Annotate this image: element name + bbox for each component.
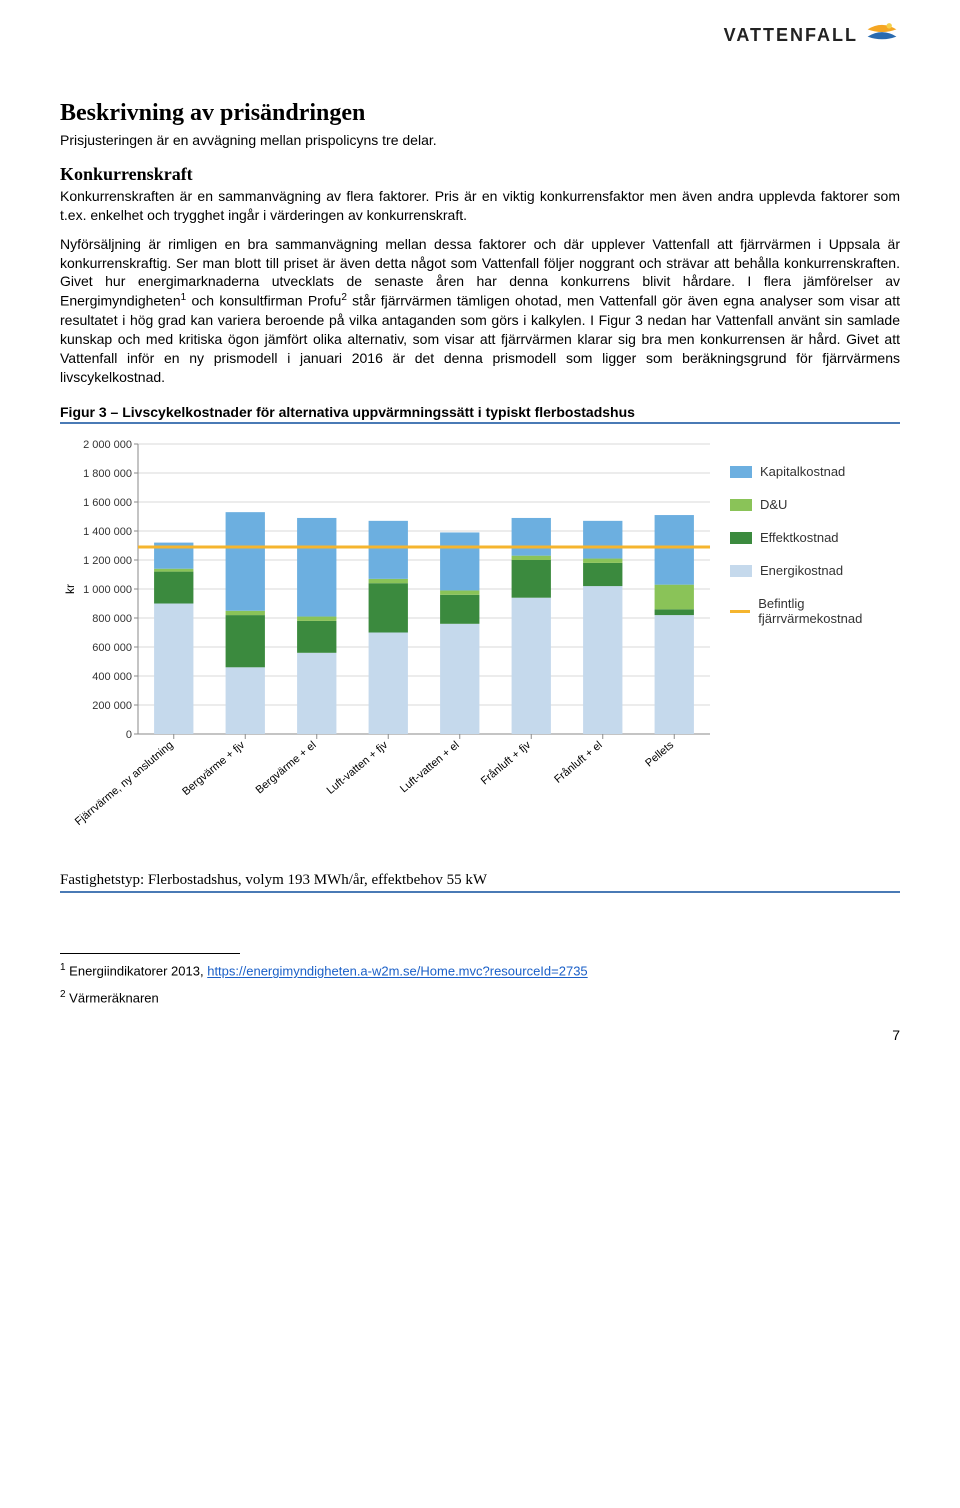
footnote-2-text: Värmeräknaren [66,990,159,1005]
svg-text:800 000: 800 000 [92,613,132,625]
brand-logo: VATTENFALL [724,15,900,56]
svg-text:1 200 000: 1 200 000 [83,555,132,567]
footnote-2: 2 Värmeräknaren [60,989,900,1005]
caption-rule [60,422,900,424]
legend-swatch [730,610,750,613]
legend-swatch [730,565,752,577]
svg-text:1 800 000: 1 800 000 [83,468,132,480]
legend-label: Effektkostnad [760,530,839,545]
footnote-1-link[interactable]: https://energimyndigheten.a-w2m.se/Home.… [207,964,587,979]
page-number: 7 [892,1027,900,1043]
chart-legend: Kapitalkostnad D&U Effektkostnad Energikost… [730,464,900,644]
svg-text:1 000 000: 1 000 000 [83,584,132,596]
footnote-1: 1 Energiindikatorer 2013, https://energi… [60,962,900,978]
section1-p2: Nyförsäljning är rimligen en bra sammanv… [60,235,900,387]
svg-text:0: 0 [126,729,132,741]
svg-text:Bergvärme + el: Bergvärme + el [254,740,319,797]
legend-label: Kapitalkostnad [760,464,845,479]
svg-text:600 000: 600 000 [92,642,132,654]
svg-text:2 000 000: 2 000 000 [83,439,132,451]
section1-p1: Konkurrenskraften är en sammanvägning av… [60,187,900,225]
legend-swatch [730,499,752,511]
subcaption-rule [60,891,900,893]
legend-item: Befintlig fjärrvärmekostnad [730,596,900,626]
svg-text:kr: kr [63,584,77,594]
svg-text:Luft-vatten + el: Luft-vatten + el [398,740,462,796]
svg-text:200 000: 200 000 [92,700,132,712]
legend-item: Energikostnad [730,563,900,578]
svg-text:400 000: 400 000 [92,671,132,683]
brand-swirl-icon [864,15,900,56]
legend-swatch [730,532,752,544]
svg-text:Luft-vatten + fjv: Luft-vatten + fjv [325,739,391,797]
brand-name: VATTENFALL [724,25,858,46]
svg-text:Frånluft + el: Frånluft + el [552,740,604,787]
figure-caption: Figur 3 – Livscykelkostnader för alterna… [60,404,900,420]
legend-label: Energikostnad [760,563,843,578]
p2-part-b: och konsultfirman Profu [186,293,341,309]
footnote-1-text: Energiindikatorer 2013, [66,964,208,979]
svg-text:1 600 000: 1 600 000 [83,497,132,509]
legend-label: D&U [760,497,787,512]
svg-text:Fjärrvärme, ny anslutning: Fjärrvärme, ny anslutning [73,740,176,829]
intro-paragraph: Prisjusteringen är en avvägning mellan p… [60,131,900,150]
legend-item: Effektkostnad [730,530,900,545]
legend-item: D&U [730,497,900,512]
svg-text:Bergvärme + fjv: Bergvärme + fjv [180,739,247,798]
svg-text:1 400 000: 1 400 000 [83,526,132,538]
legend-label: Befintlig fjärrvärmekostnad [758,596,900,626]
legend-item: Kapitalkostnad [730,464,900,479]
lifecycle-cost-chart: 0 200 000 400 000 600 000 800 000 1 000 000 1 … [60,434,720,854]
legend-swatch [730,466,752,478]
chart-container: 0 200 000 400 000 600 000 800 000 1 000 000 1 … [60,434,900,854]
svg-text:Frånluft + fjv: Frånluft + fjv [479,739,534,788]
page-title: Beskrivning av prisändringen [60,100,900,127]
footnote-separator [60,953,240,954]
section-heading-konkurrenskraft: Konkurrenskraft [60,164,900,185]
figure-subcaption: Fastighetstyp: Flerbostadshus, volym 193… [60,872,900,889]
svg-text:Pellets: Pellets [643,739,676,770]
